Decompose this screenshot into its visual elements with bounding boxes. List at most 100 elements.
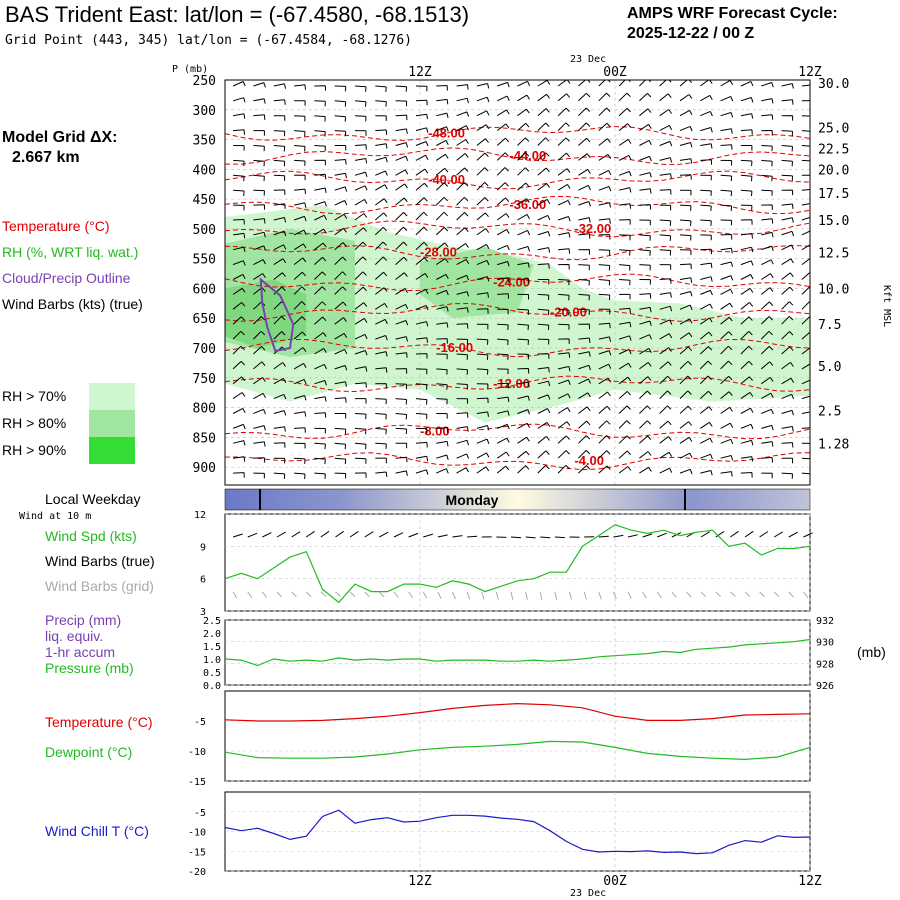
wind-barb xyxy=(253,441,266,447)
wind-barb xyxy=(497,410,510,416)
wind-barb xyxy=(639,188,652,194)
wind-barb xyxy=(517,229,531,236)
wind-barb xyxy=(476,292,489,298)
wind-barb xyxy=(273,362,287,370)
wind-barb xyxy=(578,406,591,414)
wind-barb xyxy=(314,271,327,280)
wind-barb xyxy=(720,219,733,226)
chill-panel-label: Wind Chill T (°C) xyxy=(45,823,149,839)
wind-barb xyxy=(314,201,327,207)
wind-barb xyxy=(334,271,347,280)
wind-barb xyxy=(232,260,246,266)
wind-barb xyxy=(334,186,348,192)
surface-wind-barb xyxy=(379,531,389,538)
wind-barb xyxy=(334,472,347,479)
wind-barb xyxy=(253,245,266,251)
top-time-tick: 12Z xyxy=(408,65,432,80)
wind-barb xyxy=(700,94,713,102)
wind-barb xyxy=(517,152,530,161)
wind-barb xyxy=(679,436,693,444)
wind-barb xyxy=(537,308,550,316)
wind-barb xyxy=(517,108,530,117)
wind-barb xyxy=(233,472,245,478)
surface-wind-barb xyxy=(291,531,301,538)
wind-barb xyxy=(456,196,469,206)
wind-barb xyxy=(497,423,510,430)
wind-barb xyxy=(679,174,692,180)
wind-barb xyxy=(761,114,774,120)
wind-barb xyxy=(294,411,307,417)
wind-barb xyxy=(720,144,733,150)
wind-barb xyxy=(537,80,551,87)
wind-barb xyxy=(558,293,570,301)
grid-wind-barb xyxy=(466,591,471,600)
surface-wind-barb xyxy=(642,533,653,538)
wind-barb xyxy=(456,84,469,90)
wind-barb xyxy=(253,457,266,463)
grid-wind-barb xyxy=(437,591,442,599)
model-grid-value: 2.667 km xyxy=(12,149,80,166)
wind-barb xyxy=(354,302,368,310)
wind-barb xyxy=(334,427,347,435)
wind-barb xyxy=(598,264,611,271)
wind-barb xyxy=(700,189,712,196)
wind-barb xyxy=(334,301,347,310)
wind-barb xyxy=(314,301,327,310)
wind-barb xyxy=(578,364,591,371)
wind-barb xyxy=(618,187,632,193)
wind-barb xyxy=(395,383,408,390)
wind-barb xyxy=(557,152,571,161)
y-tick-label: 6 xyxy=(200,575,206,586)
wind-barb xyxy=(598,249,611,256)
wind-barb xyxy=(639,451,652,459)
wind-barb xyxy=(679,421,693,429)
wind-barb xyxy=(375,471,388,478)
pressure-ticks: 250 300 350 400 450 500 550 600 650 700 750 800 850 9… xyxy=(193,74,216,476)
wind-barb xyxy=(273,145,286,152)
y-tick-label: 12 xyxy=(194,510,206,521)
wind-barb xyxy=(415,383,428,390)
temperature-contour xyxy=(225,452,810,471)
pressure-unit-label: (mb) xyxy=(857,644,886,660)
wind-barb xyxy=(781,286,794,295)
wind-barb xyxy=(557,450,570,459)
wind-barb xyxy=(476,167,489,176)
wind-barb xyxy=(253,159,265,167)
wind-barb xyxy=(679,125,693,132)
wind-barb xyxy=(517,137,530,146)
wind-barb xyxy=(578,308,590,315)
temperature-contour xyxy=(225,195,810,215)
wind-barb xyxy=(395,398,408,405)
wind-barb xyxy=(273,203,286,209)
wind-barb xyxy=(659,319,673,325)
wind-barb xyxy=(415,321,429,327)
wind-barb xyxy=(395,85,408,92)
forecast-cycle-label: AMPS WRF Forecast Cycle: xyxy=(627,5,838,22)
wind-barb xyxy=(374,212,388,221)
surface-wind-barb xyxy=(744,530,754,538)
wind-barb xyxy=(598,279,611,286)
surface-wind-barb xyxy=(232,533,243,538)
grid-wind-barb xyxy=(408,591,414,599)
wind-barb xyxy=(598,435,611,444)
wind-barb xyxy=(517,465,530,474)
wind-barb xyxy=(497,323,509,330)
wind-barb xyxy=(761,231,774,238)
surface-wind-barb xyxy=(803,532,813,538)
wind-barb xyxy=(415,288,429,295)
wind-barb xyxy=(395,142,409,148)
wind-barb xyxy=(496,213,510,221)
wind-barb xyxy=(395,456,408,463)
wind-barb xyxy=(618,80,631,87)
wind-barb xyxy=(253,98,266,104)
legend-item: RH (%, WRT liq. wat.) xyxy=(2,244,138,260)
wind-barb xyxy=(578,392,591,400)
wind-barb xyxy=(679,219,692,226)
surface-wind-barb xyxy=(598,535,609,538)
wind-barb xyxy=(476,353,489,360)
wind-barb xyxy=(760,346,774,355)
rh-swatch xyxy=(89,410,135,437)
pressure-tick-label: 932 xyxy=(816,616,834,627)
time-series-panels: Wind Spd (kts) Wind Barbs (true) Wind Barb… xyxy=(45,510,886,878)
